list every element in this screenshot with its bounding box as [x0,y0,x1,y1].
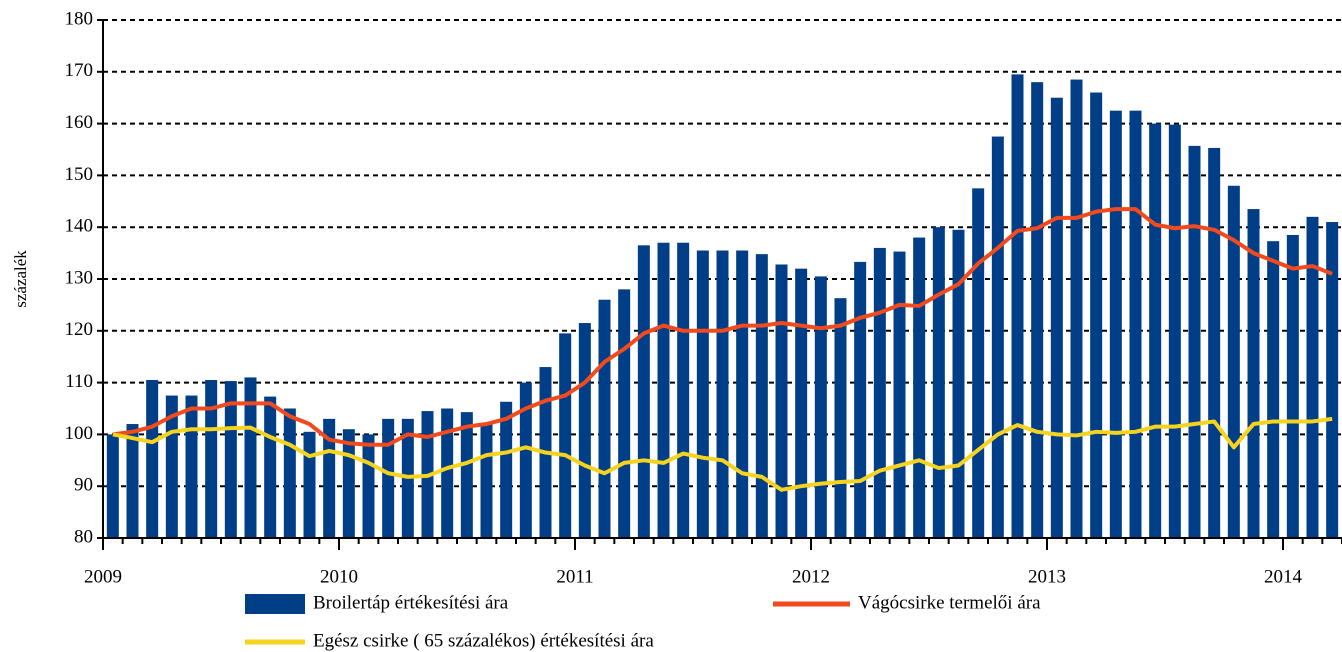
y-tick-label: 170 [65,60,94,81]
bar [185,395,198,538]
bar [441,408,454,538]
bar [500,401,513,538]
x-tick-label: 2014 [1264,566,1303,587]
bar [1129,110,1142,539]
x-tick-label: 2010 [320,566,358,587]
bar [736,250,749,538]
bar [1070,79,1083,538]
bar [755,254,768,539]
bar [106,434,119,538]
bar [598,299,611,538]
legend-label: Broilertáp értékesítési ára [313,592,509,613]
x-tick-label: 2009 [84,566,122,587]
legend-label: Egész csirke ( 65 százalékos) értékesíté… [313,630,654,651]
y-tick-label: 110 [65,371,93,392]
bar [1208,147,1221,539]
bar [1149,123,1162,538]
bar [873,247,886,539]
bar [677,242,690,539]
bar [1011,74,1024,538]
bar [893,251,906,538]
y-tick-label: 160 [65,112,94,133]
y-tick-label: 180 [65,8,94,29]
x-tick-label: 2013 [1028,566,1066,587]
bar [932,227,945,538]
bar [696,250,709,538]
bar [972,188,985,538]
legend-label: Vágócsirke termelői ára [858,592,1041,613]
y-axis-label: százalék [11,250,30,308]
bar [1306,216,1319,538]
bar [795,268,808,538]
bar [559,333,572,538]
bar [1247,209,1260,538]
y-tick-label: 80 [74,526,93,547]
bar [382,418,395,538]
bar [283,408,296,538]
line [112,207,1333,447]
bar [460,412,473,538]
bar [146,380,159,538]
y-tick-label: 100 [65,423,94,444]
bar [1267,241,1280,538]
bar [952,229,965,539]
bar [205,380,218,538]
bar [913,237,926,538]
bar [1031,82,1044,538]
bar [637,245,650,538]
bar [657,242,670,539]
bar [323,418,336,538]
bar [578,323,591,538]
legend-swatch [245,594,305,614]
bar [480,424,493,538]
bar [303,431,316,538]
bar [834,298,847,538]
x-tick-label: 2011 [556,566,593,587]
y-tick-label: 120 [65,319,94,340]
bar [126,424,139,538]
bar [991,136,1004,539]
bar [1109,110,1122,539]
bar [775,264,788,538]
bar [854,261,867,538]
bar [264,396,277,538]
bar [1090,92,1103,539]
y-tick-label: 150 [65,164,94,185]
y-tick-label: 130 [65,267,94,288]
x-tick-label: 2012 [792,566,830,587]
bar [224,381,237,538]
bar [362,434,375,538]
bar [716,250,729,538]
bar [244,377,257,538]
bar [1227,185,1240,538]
bar [1050,97,1063,538]
bar [618,289,631,538]
bar [1326,222,1339,538]
y-tick-label: 140 [65,216,94,237]
bar [814,276,827,538]
bar [1168,124,1181,539]
bar [519,382,532,538]
line [112,416,1333,492]
bar [1286,234,1299,538]
y-tick-label: 90 [74,475,93,496]
bar [1188,145,1201,538]
